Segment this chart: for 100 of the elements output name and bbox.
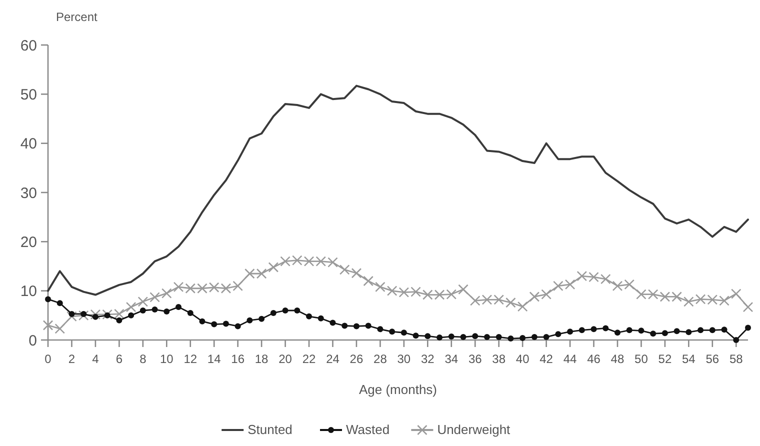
legend-label: Wasted <box>346 422 390 437</box>
x-tick-label: 2 <box>68 352 76 366</box>
point <box>520 335 526 342</box>
point <box>42 320 54 330</box>
point <box>258 316 265 322</box>
x-axis-title: Age (months) <box>358 382 438 397</box>
point <box>211 321 218 328</box>
point <box>506 297 516 308</box>
point <box>600 274 611 284</box>
x-tick-label: 42 <box>540 352 554 366</box>
point <box>375 282 386 292</box>
x-tick-label: 10 <box>160 352 174 366</box>
legend-label: Stunted <box>248 422 292 437</box>
y-tick-label: 0 <box>28 332 37 350</box>
x-tick-label: 6 <box>116 352 123 366</box>
point <box>330 320 336 326</box>
point <box>484 334 490 340</box>
point <box>662 330 668 336</box>
point <box>116 317 122 324</box>
x-tick-label: 26 <box>350 352 364 366</box>
x-tick-label: 48 <box>610 352 624 366</box>
point <box>54 324 66 334</box>
point <box>626 327 632 334</box>
point <box>698 327 704 334</box>
point <box>187 310 194 316</box>
point <box>222 320 229 327</box>
point <box>268 262 279 272</box>
point <box>365 322 372 329</box>
x-tick-label: 36 <box>468 352 482 366</box>
point <box>294 308 300 314</box>
x-tick-label: 52 <box>658 352 672 366</box>
x-tick-label: 20 <box>278 352 292 366</box>
point <box>377 326 384 332</box>
y-tick-label: 20 <box>20 234 37 251</box>
point <box>246 317 253 324</box>
point <box>92 314 98 320</box>
x-tick-label: 0 <box>44 352 52 366</box>
point <box>152 306 158 313</box>
x-tick-label: 12 <box>184 352 198 366</box>
x-tick-label: 22 <box>302 352 316 366</box>
point <box>363 276 374 286</box>
point <box>161 288 172 298</box>
point <box>745 324 751 331</box>
point <box>234 323 241 330</box>
point <box>674 328 680 334</box>
x-tick-label: 54 <box>682 352 696 366</box>
x-tick-label: 8 <box>140 352 147 366</box>
point <box>318 315 324 322</box>
y-tick-label: 10 <box>20 283 37 300</box>
point <box>389 328 396 335</box>
point <box>351 268 362 278</box>
point <box>458 284 468 295</box>
point <box>460 334 466 340</box>
x-tick-label: 58 <box>729 352 744 366</box>
point <box>339 264 350 275</box>
point <box>733 337 740 343</box>
point <box>508 336 514 342</box>
point <box>232 280 243 292</box>
point <box>199 318 206 324</box>
point <box>614 330 620 336</box>
point <box>412 332 419 339</box>
point <box>424 333 431 340</box>
point <box>150 292 160 302</box>
point <box>567 328 574 335</box>
point <box>590 326 597 332</box>
x-tick-label: 24 <box>326 352 340 366</box>
point <box>164 308 170 314</box>
point <box>400 330 407 336</box>
point <box>68 310 75 317</box>
x-tick-label: 46 <box>587 352 601 366</box>
x-tick-label: 40 <box>516 352 530 366</box>
y-tick-label: 50 <box>20 86 37 104</box>
point <box>730 288 742 299</box>
point <box>270 310 276 316</box>
point <box>436 334 443 341</box>
point <box>80 310 87 317</box>
point <box>496 334 502 340</box>
x-tick-label: 18 <box>254 352 269 366</box>
x-tick-label: 16 <box>231 352 245 366</box>
point <box>721 326 728 333</box>
point <box>138 296 148 307</box>
x-tick-label: 50 <box>634 352 648 366</box>
line-series <box>47 84 749 296</box>
point <box>306 313 312 320</box>
point <box>578 327 585 334</box>
point <box>104 312 110 318</box>
x-tick-label: 30 <box>397 352 411 366</box>
point <box>128 312 134 318</box>
point <box>650 330 656 337</box>
point <box>56 300 63 306</box>
point <box>282 308 288 314</box>
point <box>353 323 360 330</box>
point <box>176 304 182 310</box>
x-tick-label: 4 <box>92 352 100 366</box>
point <box>126 302 136 312</box>
point <box>742 302 754 312</box>
point <box>531 334 538 340</box>
x-tick-label: 44 <box>563 352 578 366</box>
point <box>709 327 716 334</box>
point <box>140 308 146 314</box>
